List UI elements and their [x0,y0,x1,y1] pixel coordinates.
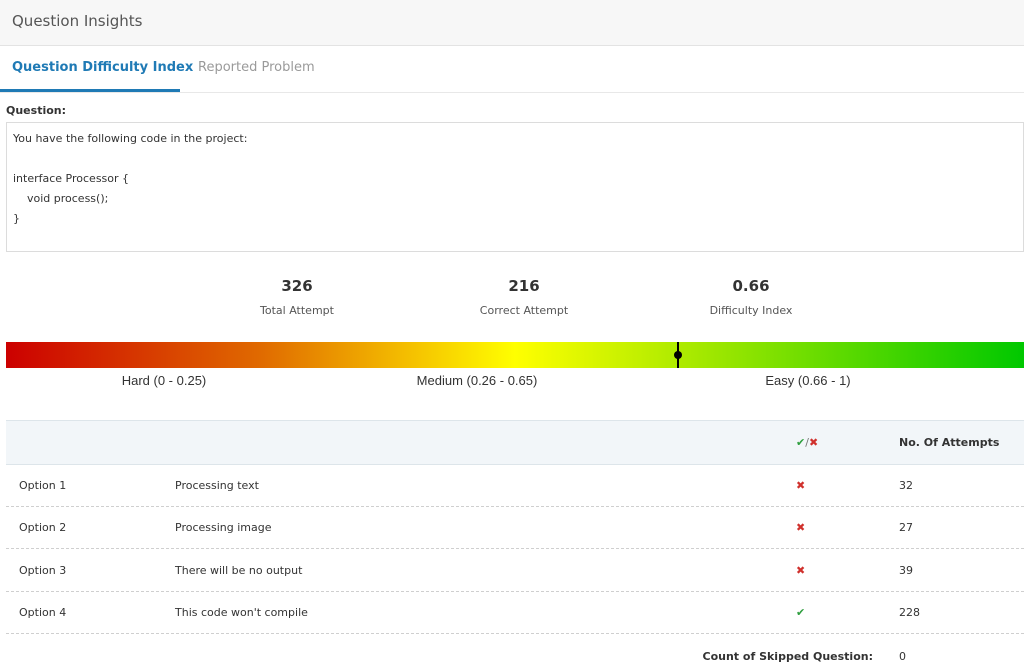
question-line [13,149,1023,169]
attempts-header: No. Of Attempts [899,436,1000,449]
range-label: Easy (0.66 - 1) [765,373,851,388]
question-text: You have the following code in the proje… [13,129,1023,229]
stat-value: 0.66 [732,277,770,295]
top-bar: Question Insights [0,0,1024,46]
stat-label: Correct Attempt [479,304,569,317]
option-text: This code won't compile [175,605,308,619]
table-row: Option 1 Processing text ✖ 32 [6,464,1024,507]
difficulty-bar [6,342,1024,368]
attempts-value: 32 [899,479,913,492]
correct-icon: ✖ [796,521,806,535]
question-label: Question: [6,104,67,117]
table-row: Option 4 This code won't compile ✔ 228 [6,591,1024,634]
table-row: Option 3 There will be no output ✖ 39 [6,549,1024,592]
option-label: Option 3 [19,563,67,577]
option-text: There will be no output [175,563,303,577]
stat-label: Difficulty Index [709,304,793,317]
option-text: Processing image [175,521,272,535]
tab-bar: Question Difficulty Index Reported Probl… [0,46,1024,93]
correct-header-icon: ✔/✖ [796,436,819,449]
table-header: ✔/✖ No. Of Attempts [6,420,1024,465]
range-label: Medium (0.26 - 0.65) [416,373,538,388]
tab[interactable]: Reported Problem [198,60,315,75]
skipped-label: Count of Skipped Question: [702,650,873,663]
correct-icon: ✖ [796,563,806,577]
range-label: Hard (0 - 0.25) [121,373,207,388]
question-box: You have the following code in the proje… [6,122,1024,252]
active-tab-indicator [0,89,180,92]
page-title: Question Insights [12,12,143,30]
option-label: Option 1 [19,479,67,492]
difficulty-marker-dot [673,351,682,359]
skipped-value: 0 [899,650,906,663]
attempts-value: 39 [899,563,913,577]
option-label: Option 2 [19,521,67,535]
tab[interactable]: Question Difficulty Index [12,60,194,75]
attempts-value: 228 [899,605,920,619]
question-line: You have the following code in the proje… [13,132,248,145]
question-line: } [13,212,20,225]
attempts-value: 27 [899,521,913,535]
question-line: interface Processor { [13,172,130,185]
option-label: Option 4 [19,605,67,619]
option-text: Processing text [175,479,259,492]
stat-label: Total Attempt [260,304,334,317]
correct-icon: ✔ [796,605,806,619]
correct-icon: ✖ [796,479,806,492]
table-row: Option 2 Processing image ✖ 27 [6,506,1024,550]
stat-value: 326 [281,277,313,295]
stat-value: 216 [508,277,540,295]
question-line: void process(); [13,192,109,205]
